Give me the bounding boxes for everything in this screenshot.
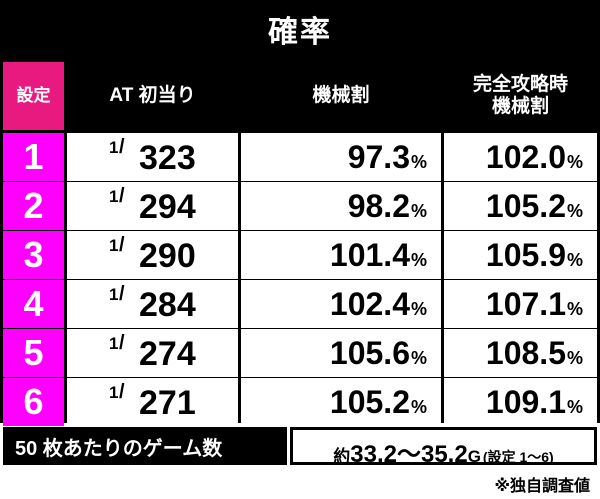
- fraction-numerator: 1: [109, 383, 119, 402]
- setting-cell: 4: [3, 280, 64, 328]
- payout-rate-cell: 97.3%: [241, 133, 441, 181]
- source-note: ※独自調査値: [494, 478, 590, 495]
- table-row: 3 1/290 101.4% 105.9%: [0, 231, 600, 279]
- full-strategy-rate-cell: 108.5%: [444, 329, 597, 377]
- table-row: 1 1/323 97.3% 102.0%: [0, 133, 600, 181]
- at-cell: 1/ 290: [67, 231, 238, 279]
- payout-rate-cell: 102.4%: [241, 280, 441, 328]
- percent-unit: %: [410, 299, 427, 319]
- percent-unit: %: [410, 397, 427, 417]
- games-prefix: 約: [333, 447, 351, 466]
- full-strategy-rate-cell: 102.0%: [444, 133, 597, 181]
- fraction-slash: /: [119, 185, 125, 207]
- payout-rate-cell: 105.2%: [241, 378, 441, 426]
- payout-rate-value: 105.6: [329, 335, 410, 371]
- payout-rate-cell: 101.4%: [241, 231, 441, 279]
- fraction-denominator: 271: [139, 384, 196, 422]
- percent-unit: %: [410, 152, 427, 172]
- games-range: 33.2～35.2: [350, 441, 468, 468]
- header-full-strategy-line2: 機械割: [491, 96, 549, 117]
- header-setting: 設定: [3, 62, 64, 130]
- payout-rate-value: 97.3: [347, 139, 410, 175]
- games-unit: G: [467, 447, 481, 466]
- payout-rate-cell: 98.2%: [241, 182, 441, 230]
- games-per-50-label: 50 枚あたりのゲーム数: [3, 427, 287, 465]
- payout-rate-value: 102.4: [329, 286, 410, 322]
- probability-table: 設定 AT 初当り 機械割 完全攻略時 機械割 1 1/323 97.3% 102.0…: [0, 58, 600, 426]
- payout-rate-value: 101.4: [329, 237, 410, 273]
- setting-cell: 2: [3, 182, 64, 230]
- percent-unit: %: [410, 250, 427, 270]
- fraction-slash: /: [119, 234, 125, 256]
- percent-unit: %: [566, 397, 583, 417]
- fraction-slash: /: [119, 381, 125, 403]
- fraction-numerator: 1: [109, 285, 119, 304]
- percent-unit: %: [410, 348, 427, 368]
- fraction-numerator: 1: [109, 187, 119, 206]
- payout-rate-cell: 105.6%: [241, 329, 441, 377]
- at-cell: 1/ 284: [67, 280, 238, 328]
- games-setting-note: (設定 1～6): [482, 449, 554, 465]
- full-strategy-rate-cell: 105.9%: [444, 231, 597, 279]
- table-row: 5 1/274 105.6% 108.5%: [0, 329, 600, 377]
- header-payout-rate: 機械割: [241, 62, 441, 130]
- full-strategy-rate-value: 105.9: [485, 237, 566, 273]
- fraction-denominator: 323: [139, 139, 196, 177]
- at-cell: 1/ 271: [67, 378, 238, 426]
- fraction-slash: /: [119, 332, 125, 354]
- fraction-slash: /: [119, 283, 125, 305]
- full-strategy-rate-cell: 107.1%: [444, 280, 597, 328]
- percent-unit: %: [566, 299, 583, 319]
- fraction-denominator: 274: [139, 335, 196, 373]
- percent-unit: %: [410, 201, 427, 221]
- page-title: 確率: [0, 0, 600, 58]
- setting-cell: 1: [3, 133, 64, 181]
- fraction-denominator: 290: [139, 237, 196, 275]
- fraction-numerator: 1: [109, 138, 119, 157]
- percent-unit: %: [566, 201, 583, 221]
- header-full-strategy-rate: 完全攻略時 機械割: [444, 62, 597, 130]
- full-strategy-rate-value: 102.0: [485, 139, 566, 175]
- setting-cell: 3: [3, 231, 64, 279]
- at-cell: 1/ 294: [67, 182, 238, 230]
- full-strategy-rate-cell: 105.2%: [444, 182, 597, 230]
- header-full-strategy-line1: 完全攻略時: [472, 74, 568, 95]
- full-strategy-rate-value: 109.1: [485, 384, 566, 420]
- at-cell: 1/ 274: [67, 329, 238, 377]
- fraction-slash: /: [119, 136, 125, 158]
- games-per-50-value: 約 33.2～35.2 G (設定 1～6): [290, 427, 597, 468]
- fraction-denominator: 294: [139, 188, 196, 226]
- at-cell: 1/ 323: [67, 133, 238, 181]
- full-strategy-rate-cell: 109.1%: [444, 378, 597, 426]
- fraction-numerator: 1: [109, 334, 119, 353]
- fraction-numerator: 1: [109, 236, 119, 255]
- table-row: 2 1/294 98.2% 105.2%: [0, 182, 600, 230]
- full-strategy-rate-value: 105.2: [485, 188, 566, 224]
- header-payout-rate-label: 機械割: [312, 85, 370, 106]
- payout-rate-value: 105.2: [329, 384, 410, 420]
- full-strategy-rate-value: 108.5: [485, 335, 566, 371]
- setting-cell: 5: [3, 329, 64, 377]
- percent-unit: %: [566, 250, 583, 270]
- percent-unit: %: [566, 348, 583, 368]
- payout-rate-value: 98.2: [347, 188, 410, 224]
- table-row: 6 1/271 105.2% 109.1%: [0, 378, 600, 426]
- percent-unit: %: [566, 152, 583, 172]
- setting-cell: 6: [3, 378, 64, 426]
- header-at-first-hit: AT 初当り: [67, 62, 238, 130]
- fraction-denominator: 284: [139, 286, 196, 324]
- table-row: 4 1/284 102.4% 107.1%: [0, 280, 600, 328]
- full-strategy-rate-value: 107.1: [485, 286, 566, 322]
